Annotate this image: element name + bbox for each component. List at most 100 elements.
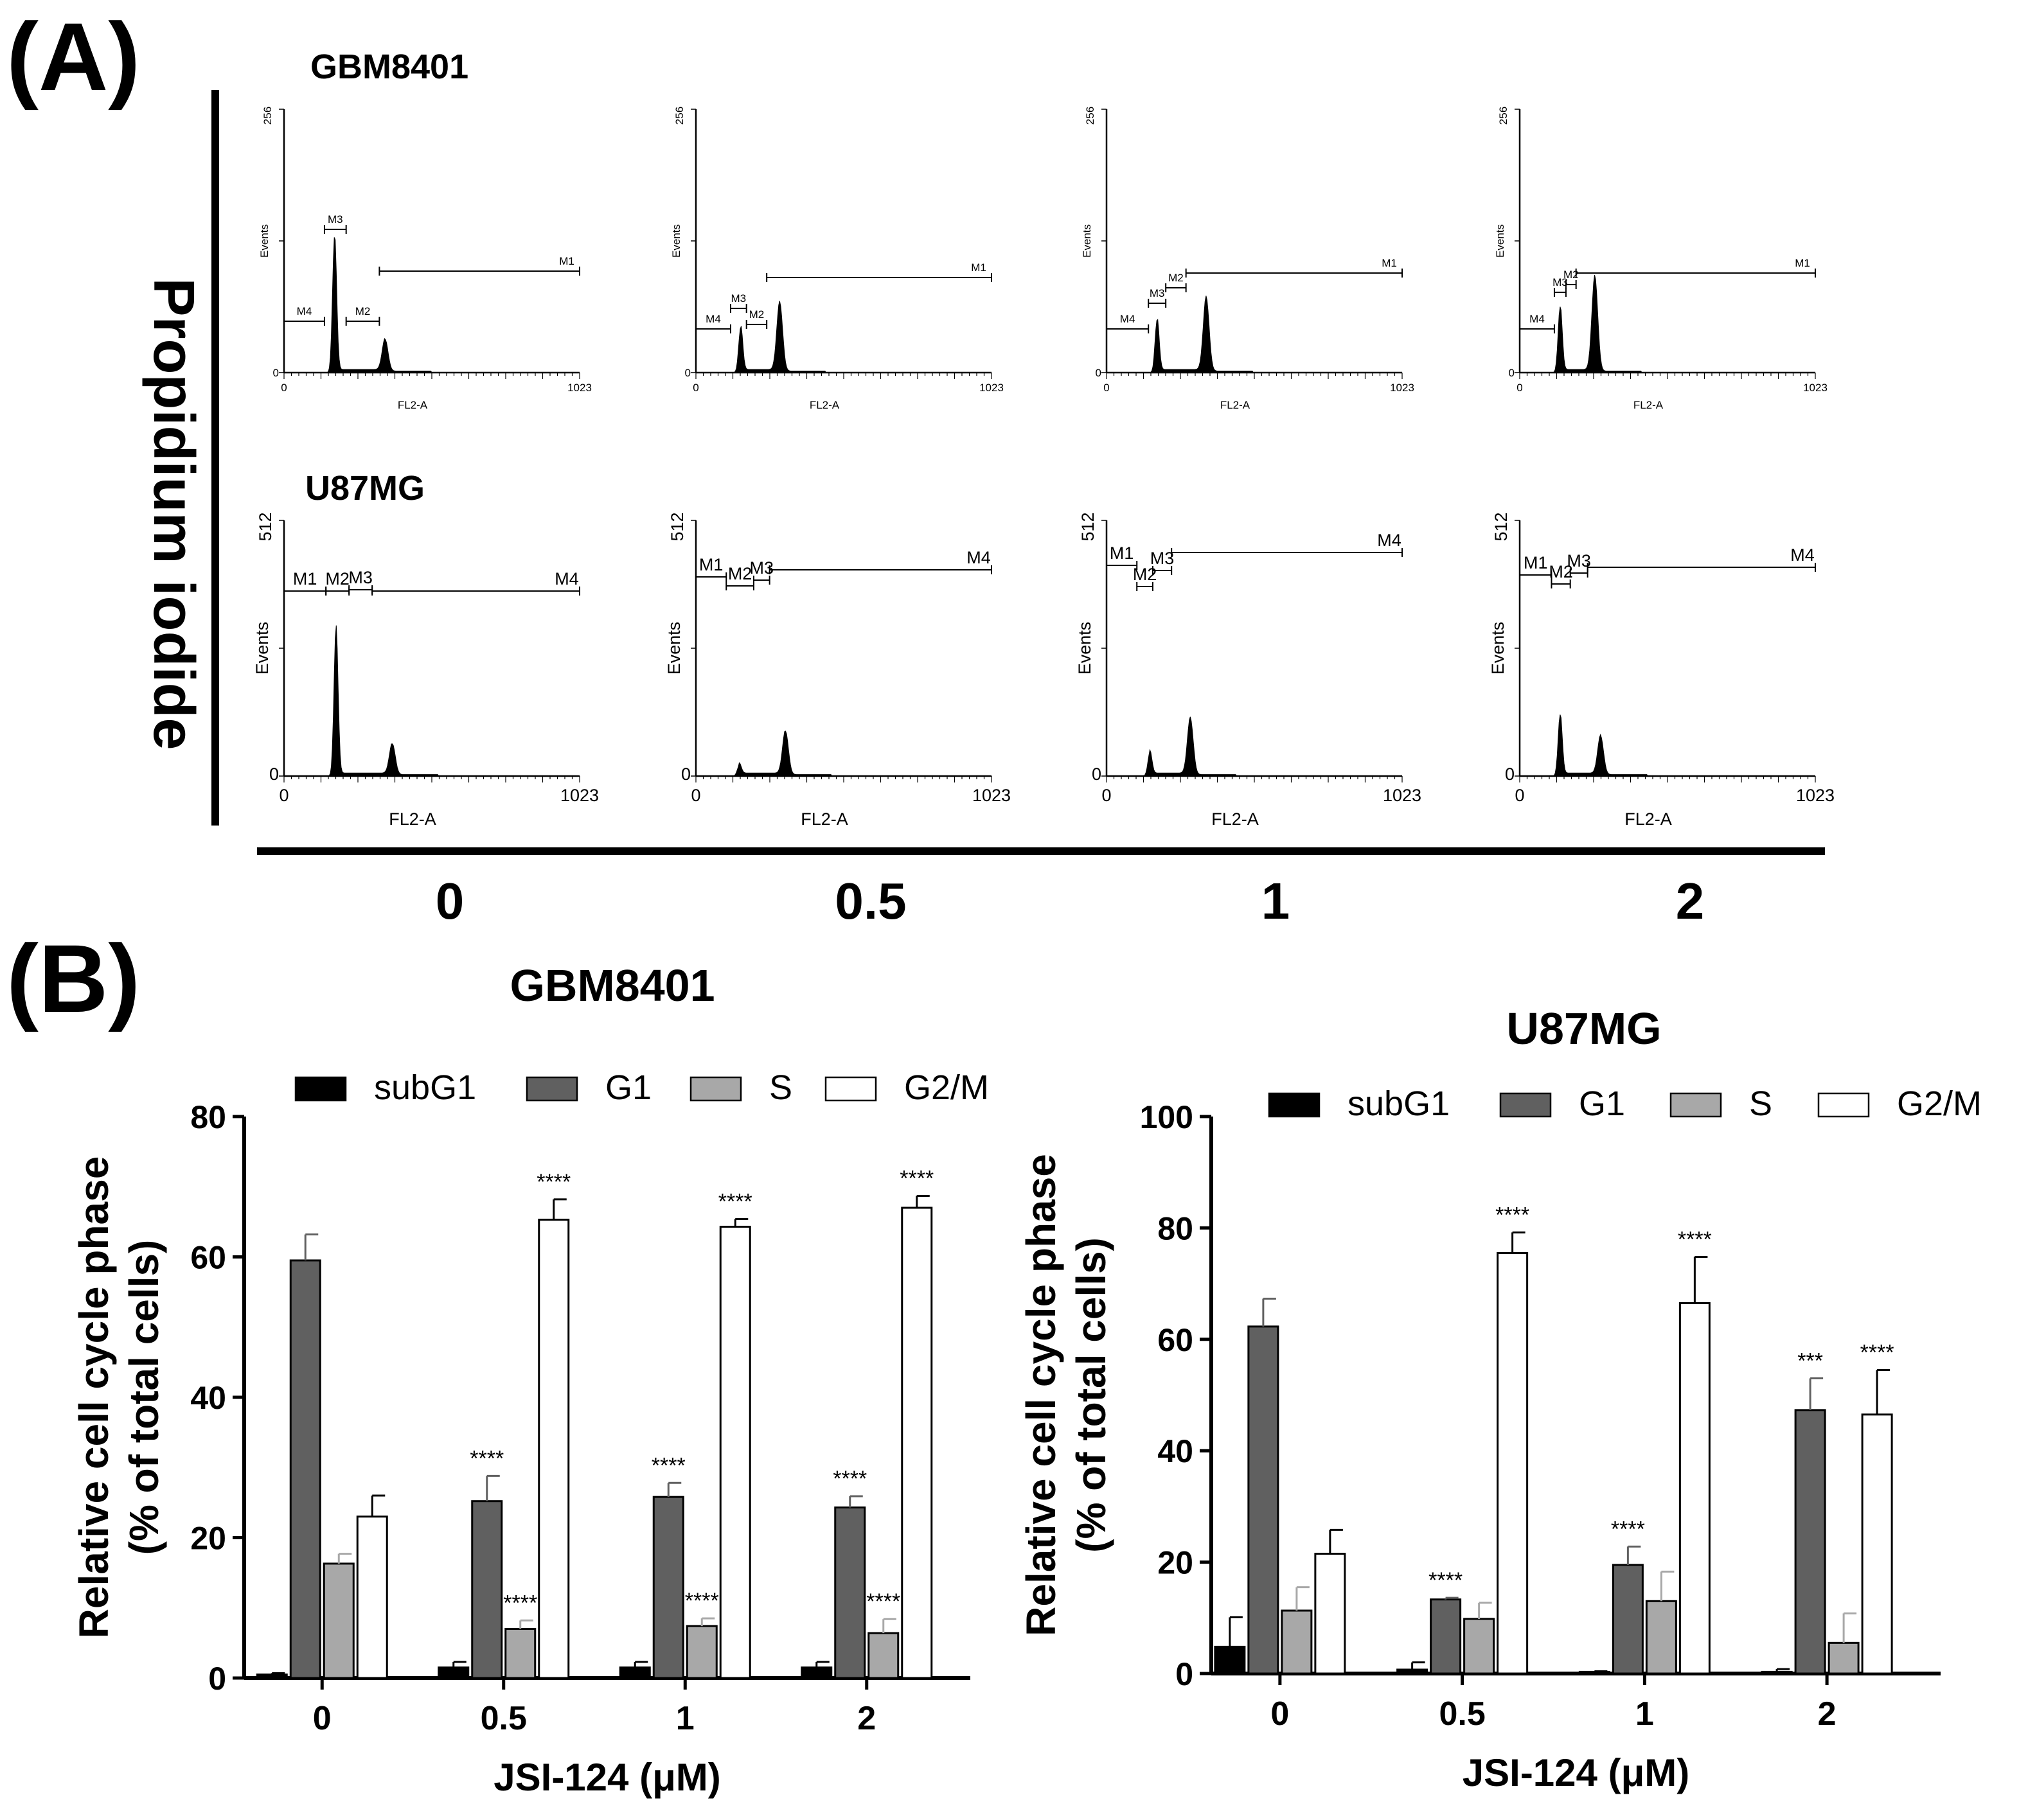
significance-G1-0.5: **** (1428, 1568, 1463, 1593)
hist-marker-label: M4 (555, 569, 579, 588)
hist-marker-label: M1 (971, 261, 986, 274)
hist-xmin-label: 0 (1515, 786, 1524, 805)
legend-swatch-subG1 (294, 1076, 347, 1102)
bar-S-2 (1828, 1641, 1860, 1675)
hist-ymin-label: 0 (1096, 367, 1101, 379)
hist-xmax-label: 1023 (567, 382, 592, 394)
x-tick-label-1: 1 (676, 1700, 695, 1737)
bar-S-0.5 (504, 1628, 537, 1679)
bar-G2/M-0.5 (538, 1219, 570, 1679)
hist-marker-label: M4 (297, 305, 312, 317)
legend-label-subG1: subG1 (1347, 1084, 1450, 1123)
legend-label-subG1: subG1 (374, 1068, 476, 1107)
y-axis-label-0: Relative cell cycle phase (1018, 1154, 1064, 1636)
hist-events-area (696, 730, 992, 777)
y-tick-label: 20 (1157, 1545, 1193, 1581)
hist-ymin-label: 0 (685, 367, 691, 379)
legend-label-G2/M: G2/M (904, 1068, 989, 1107)
hist-marker-label: M3 (731, 292, 747, 305)
significance-G2/M-0.5: **** (1495, 1203, 1529, 1227)
bar-G2/M-2 (901, 1206, 933, 1679)
hist-xmax-label: 1023 (1390, 382, 1414, 394)
hist-marker-label: M1 (699, 555, 724, 574)
hist-xlabel: FL2-A (1220, 399, 1250, 411)
significance-G1-2: *** (1797, 1348, 1823, 1373)
bar-S-0 (323, 1562, 355, 1679)
bar-G1-1 (1612, 1564, 1644, 1675)
significance-S-0.5: **** (503, 1591, 537, 1615)
hist-ymax-label: 512 (1491, 512, 1511, 541)
dose-label-3: 2 (1676, 872, 1705, 930)
hist-xlabel: FL2-A (810, 399, 840, 411)
hist-ylabel: Events (1494, 224, 1506, 258)
legend-swatch-S (689, 1076, 742, 1102)
hist-ymax-label: 256 (673, 107, 686, 125)
hist-marker-label: M4 (706, 313, 721, 325)
bar-G1-0 (1247, 1325, 1279, 1675)
legend-label-G2/M: G2/M (1897, 1084, 1982, 1123)
hist-ymin-label: 0 (269, 764, 279, 784)
bar-G1-0.5 (471, 1500, 503, 1679)
bar-G2/M-0.5 (1497, 1251, 1529, 1675)
significance-S-2: **** (866, 1589, 900, 1614)
y-axis-label-1: (% of total cells) (121, 1240, 167, 1555)
hist-ylabel: Events (253, 622, 272, 675)
hist-marker-label: M1 (1110, 543, 1134, 563)
significance-G2/M-0.5: **** (537, 1170, 571, 1194)
legend-swatch-G1 (526, 1076, 578, 1102)
hist-xmin-label: 0 (693, 382, 698, 394)
dose-label-1: 0.5 (835, 872, 906, 930)
hist-events-area (696, 301, 992, 373)
bar-S-0.5 (1463, 1618, 1495, 1675)
hist-marker-label: M2 (325, 569, 350, 588)
hist-marker-label: M2 (1168, 272, 1184, 284)
chart-title: U87MG (1506, 1003, 1661, 1054)
hist-ylabel: Events (1075, 622, 1094, 675)
bar-subG1-0.5 (438, 1666, 470, 1679)
hist-xmin-label: 0 (279, 786, 289, 805)
histogram-r0-c0: 0 256 Events 0 1023 FL2-A M4 M3 M2 M1 (258, 107, 592, 411)
hist-xmin-label: 0 (691, 786, 700, 805)
hist-xmax-label: 1023 (1803, 382, 1828, 394)
significance-G2/M-1: **** (718, 1190, 752, 1214)
significance-G2/M-2: **** (1860, 1340, 1894, 1365)
hist-xmax-label: 1023 (1383, 786, 1421, 805)
bar-G2/M-0 (1314, 1553, 1346, 1675)
x-tick-label-2: 2 (1818, 1695, 1837, 1733)
x-tick-label-0.5: 0.5 (1439, 1695, 1485, 1733)
panel-a-label: (A) (6, 3, 140, 110)
hist-marker-label: M4 (1529, 313, 1545, 325)
panel-a-y-title: Propidium iodide (141, 278, 206, 750)
chart-title: GBM8401 (510, 960, 715, 1011)
bar-subG1-0.5 (1396, 1668, 1428, 1675)
hist-marker-label: M2 (1549, 562, 1573, 581)
hist-xmin-label: 0 (1516, 382, 1522, 394)
hist-xlabel: FL2-A (1211, 809, 1259, 829)
hist-xlabel: FL2-A (1624, 809, 1672, 829)
bar-S-0 (1281, 1609, 1313, 1675)
hist-marker-label: M4 (1120, 313, 1135, 325)
panel-b-label: (B) (6, 924, 140, 1032)
bar-G1-0 (289, 1259, 321, 1679)
bar-G1-2 (834, 1506, 866, 1679)
row-label-1: U87MG (305, 469, 425, 508)
hist-marker-label: M1 (293, 569, 317, 588)
bar-G1-0.5 (1430, 1598, 1462, 1675)
x-axis-label: JSI-124 (μM) (1463, 1751, 1689, 1794)
y-tick-label: 0 (208, 1661, 226, 1697)
bar-subG1-0 (1214, 1645, 1246, 1675)
significance-G2/M-1: **** (1678, 1227, 1712, 1251)
x-tick-label-2: 2 (857, 1700, 876, 1737)
hist-events-area (1107, 716, 1402, 777)
bar-G2/M-0 (356, 1515, 388, 1679)
hist-marker-label: M2 (728, 564, 752, 583)
legend-swatch-G2/M (824, 1076, 877, 1102)
y-tick-label: 60 (1157, 1322, 1193, 1358)
legend-label-G1: G1 (605, 1068, 652, 1107)
